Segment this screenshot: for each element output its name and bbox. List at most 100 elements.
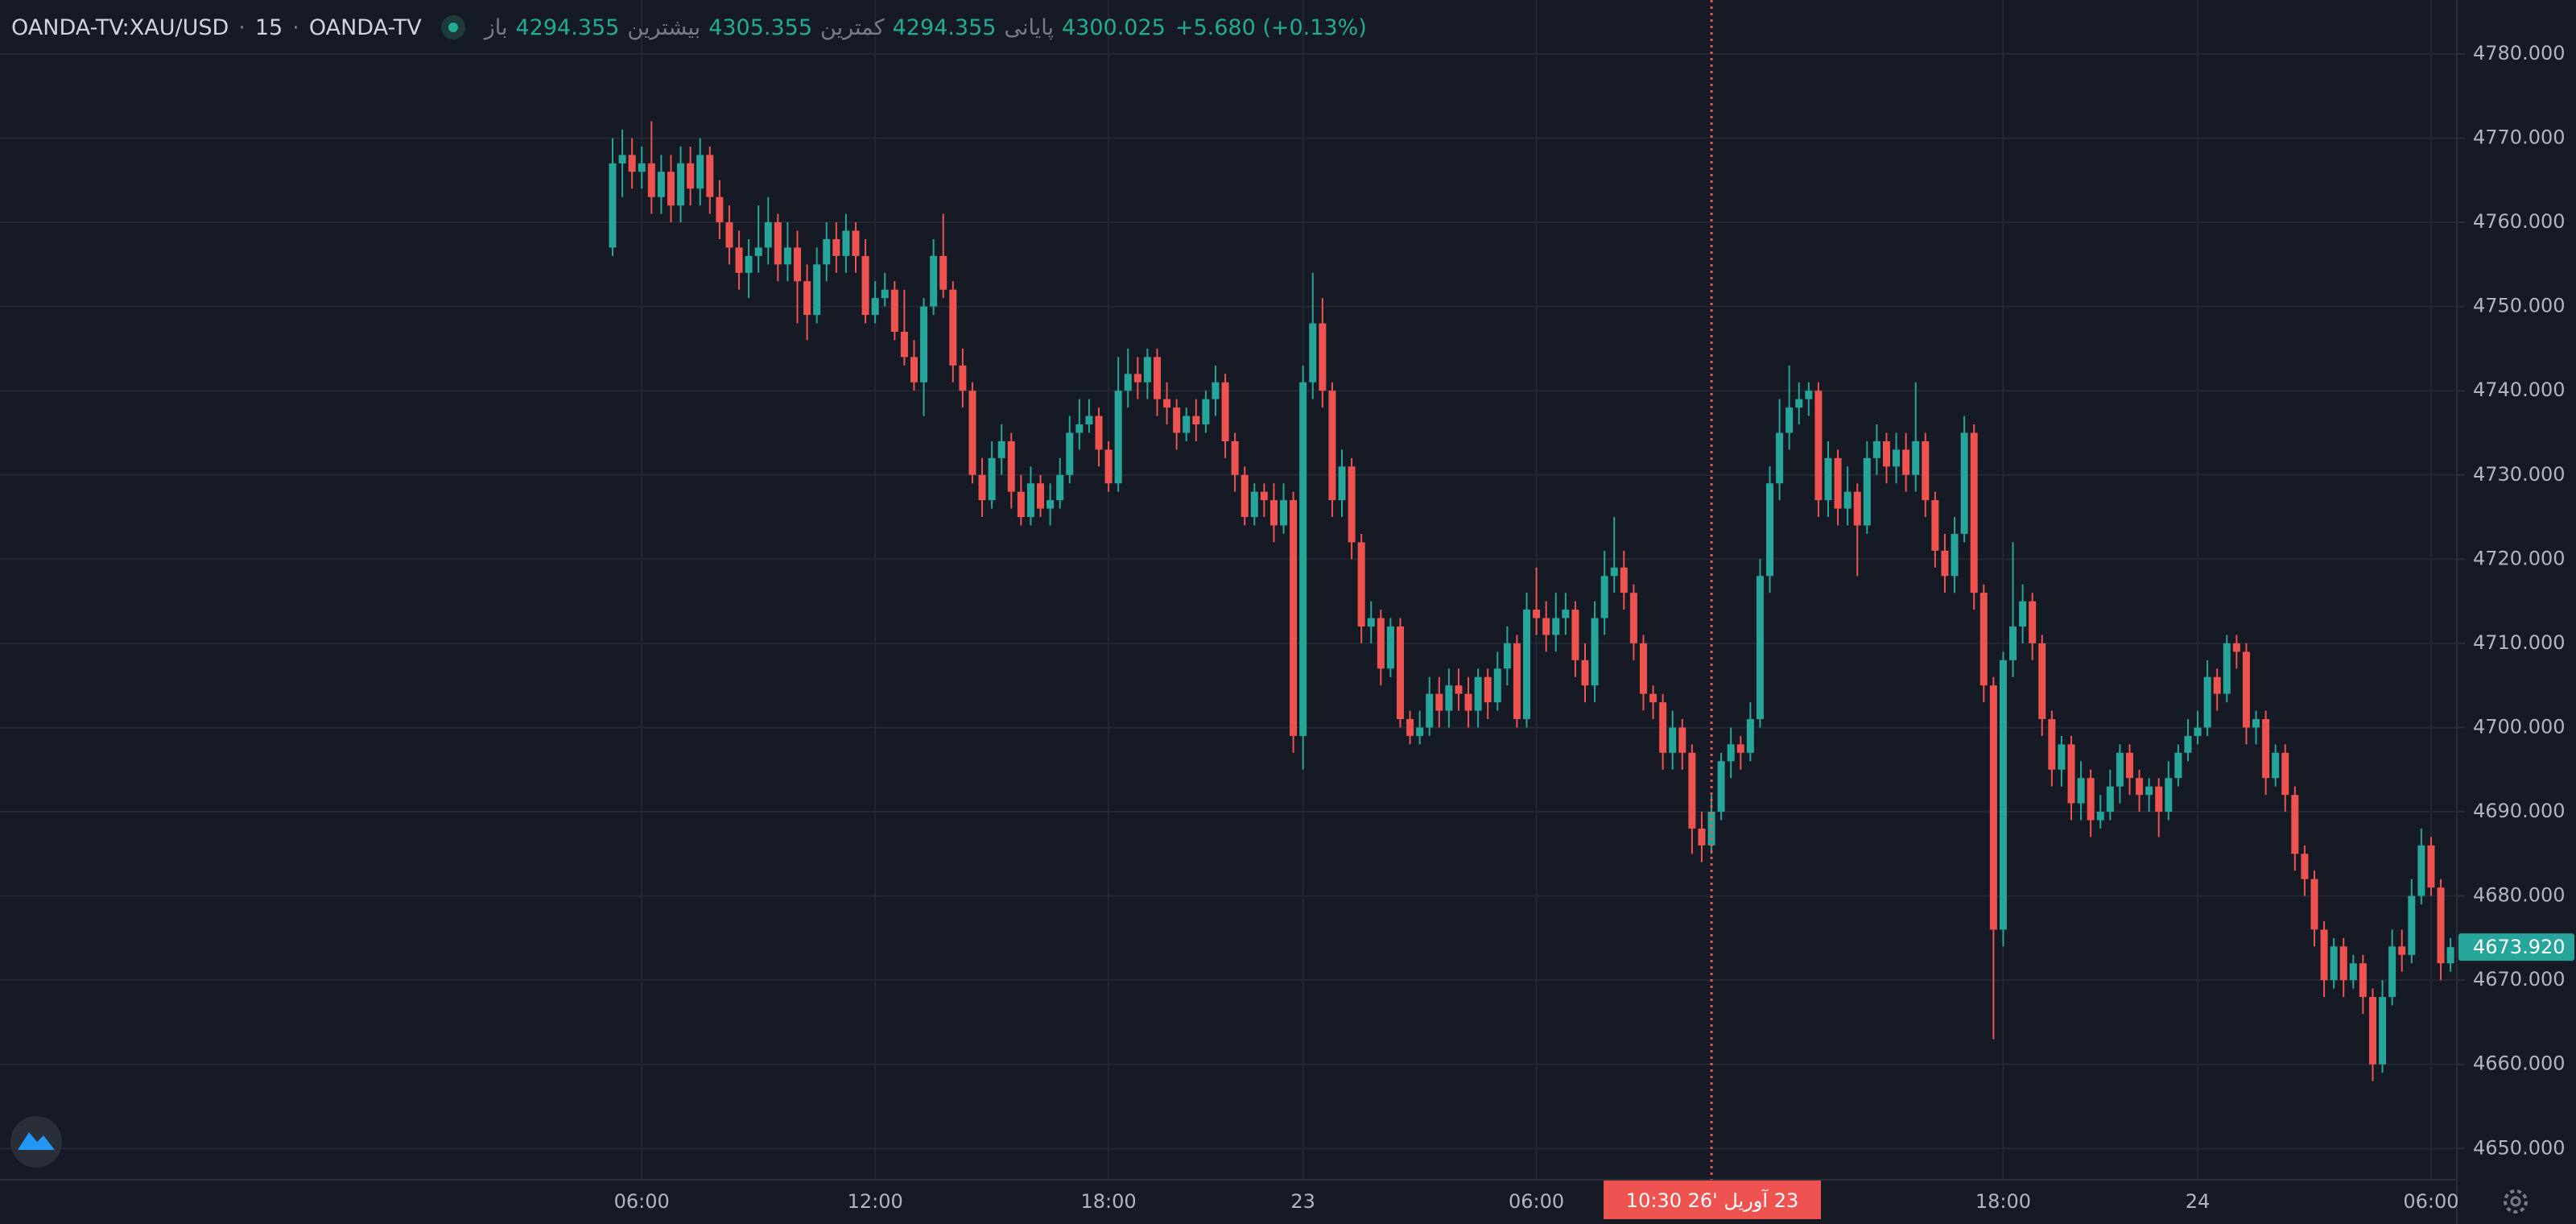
candle-body [1766,483,1774,577]
candle-body [1863,457,1871,526]
candle-body [647,163,655,197]
candle-body [832,238,840,256]
y-tick-label: 4730.000 [2473,463,2566,486]
y-tick-label: 4690.000 [2473,800,2566,822]
candle-body [2009,626,2017,660]
candle-body [2339,946,2347,981]
gear-hub [2510,1196,2521,1207]
candle-body [1600,576,1608,618]
candle-body [1221,382,1229,441]
candle-body [2359,963,2367,998]
candle-body [1046,500,1055,509]
candle-body [696,155,704,189]
interval[interactable]: 15 [254,14,283,40]
candle-body [1260,491,1268,501]
candle-body [2368,997,2376,1065]
candle-body [725,222,733,248]
candle-body [1941,550,1949,577]
candle-body [1241,474,1249,518]
y-tick-label: 4750.000 [2473,295,2566,317]
logo-mark [18,1132,55,1150]
candle-body [1173,407,1181,433]
candle-body [1805,391,1813,399]
candle-body [1202,399,1210,425]
candle-body [1484,676,1492,703]
candle-body [1455,685,1463,694]
candle-body [1629,593,1637,643]
y-tick-label: 4670.000 [2473,968,2566,990]
candle-body [1290,500,1298,736]
candle-body [1533,610,1541,618]
candle-body [842,230,850,256]
candle-body [1960,432,1968,534]
candle-body [1124,374,1132,391]
candle-body [2087,778,2095,821]
candle-body [1999,660,2007,930]
candle-body [2029,601,2037,643]
settings-button[interactable] [2504,1189,2528,1214]
candle-body [1269,500,1278,526]
candle-body [1212,382,1220,399]
candle-body [1639,643,1647,694]
symbol[interactable]: OANDA-TV:XAU/USD [11,14,229,40]
candle-body [1406,719,1414,736]
candle-body [1610,567,1618,577]
candle-body [1776,432,1784,484]
candle-body [1659,702,1667,753]
candle-body [1114,391,1122,484]
candle-body [1183,416,1191,433]
x-tick-label: 06:00 [2403,1190,2458,1213]
candle-body [2184,735,2192,753]
candle-body [2038,643,2046,720]
candle-body [1523,610,1531,720]
candle-body [687,163,695,189]
candle-body [1503,643,1511,669]
candle-body [949,289,957,366]
candle-body [852,230,860,256]
candle-body [1814,391,1823,501]
candle-body [2019,601,2027,626]
candle-body [2252,719,2260,728]
y-tick-label: 4740.000 [2473,378,2566,401]
logo[interactable] [10,1116,62,1168]
market-status[interactable] [440,15,465,39]
candle-body [2281,752,2289,796]
header: OANDA-TV:XAU/USD · 15 · OANDA-TV باز 4294… [11,11,1367,43]
candle-body [1435,693,1443,711]
candle-body [638,163,646,172]
candle-body [959,365,967,391]
candle-body [1153,357,1161,399]
candle-body [1416,727,1424,736]
candle-body [783,247,791,265]
candle-body [1386,626,1394,669]
y-tick-label: 4710.000 [2473,631,2566,654]
candle-body [754,247,762,256]
candle-body [1299,382,1307,736]
candle-body [745,255,753,273]
candle-body [920,306,928,382]
candle-body [2408,895,2416,955]
candle-body [1474,676,1482,711]
ohlc-label: باز [484,14,508,40]
y-tick-label: 4650.000 [2473,1136,2566,1159]
ohlc-label: پایانی [1004,14,1054,40]
x-tick-label: 18:00 [1975,1190,2031,1213]
y-tick-label: 4760.000 [2473,210,2566,233]
candle-body [2203,676,2211,728]
candle-body [871,298,879,316]
exchange: OANDA-TV [308,14,422,40]
ohlc-values: باز 4294.355 بیشترین 4305.355 کمترین 4294.355… [485,15,1166,40]
candle-body [1756,576,1764,720]
candle-body [1698,828,1706,846]
candle-body [1795,399,1803,408]
candle-body [2242,651,2250,728]
candle-body [2116,752,2124,787]
candle-body [2077,778,2085,804]
candle-body [930,255,938,307]
gear-icon[interactable] [2504,1189,2528,1214]
candle-body [2417,845,2425,896]
y-tick-label: 4680.000 [2473,884,2566,907]
candle-body [764,222,772,248]
candle-body [2155,786,2163,813]
